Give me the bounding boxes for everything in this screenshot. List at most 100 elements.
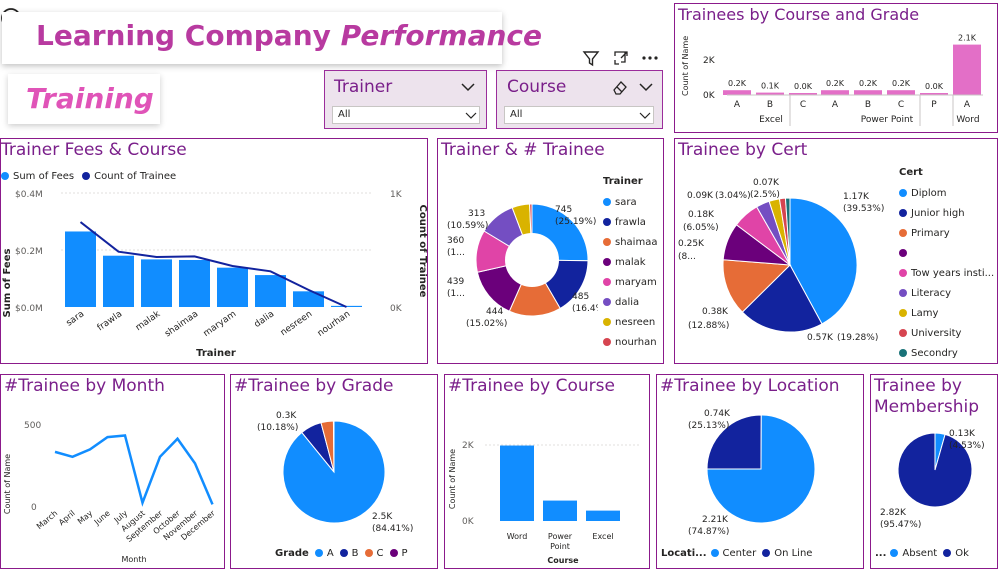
category-label: B [865,100,871,110]
bar-frawla[interactable] [103,255,134,307]
legend-dot [899,249,907,257]
data-label: 1.17K [843,192,870,202]
course-slicer-label: Course [507,77,567,97]
legend-item[interactable]: shaimaa [603,232,657,252]
legend-item[interactable]: C [364,546,384,560]
legend-item[interactable]: On Line [762,546,812,560]
bar-word[interactable] [500,445,534,521]
course-dropdown-value: All [510,109,523,120]
legend-item[interactable]: Lamy [899,303,994,323]
data-label: (16.4%) [572,304,598,314]
legend-item: Count of Trainee [82,169,176,183]
group-label: Excel [759,115,783,125]
pie-slice-p[interactable] [332,420,335,473]
legend-item[interactable]: nourhan [603,332,657,352]
bar[interactable] [789,93,817,95]
bar-nesreen[interactable] [293,291,324,307]
legend-item[interactable]: A [314,546,334,560]
pie-slice-shaimaa[interactable] [508,258,561,317]
category-label: sara [65,309,87,328]
legend-label: Tow years insti... [911,267,995,279]
pie-slice-primary[interactable] [722,259,792,313]
bar[interactable] [854,90,882,95]
legend-item[interactable]: Diplom [899,183,994,203]
course-panel: #Trainee by Course Count of Name 2K 0K W… [444,374,650,569]
legend-item[interactable]: Literacy [899,283,994,303]
bar-dalia[interactable] [255,275,286,307]
legend-item[interactable]: University [899,323,994,343]
legend-item[interactable]: B [339,546,359,560]
course-dropdown[interactable]: All [504,106,654,124]
bar-sara[interactable] [65,231,96,307]
legend-item[interactable]: frawla [603,212,657,232]
fees-legend: Sum of Fees Count of Trainee [1,169,176,183]
y2tick: 1K [390,190,403,200]
data-label: 0.38K [702,307,729,317]
category-label: nesreen [279,309,314,338]
legend-item[interactable]: Absent [890,546,937,560]
category-label: dalia [253,309,277,330]
cert-legend: Cert Diplom Junior high Primary Tow years i… [899,167,994,363]
legend-item[interactable]: nesreen [603,312,657,332]
legend-dot [603,298,611,306]
pie-slice-ok[interactable] [897,432,973,508]
fees-ylabel: Sum of Fees [2,249,13,318]
pie-slice-diplom[interactable] [789,197,858,325]
legend-item[interactable]: Primary [899,223,994,243]
bar[interactable] [887,90,915,95]
bar[interactable] [821,90,849,95]
chevron-down-icon[interactable] [460,81,476,93]
pie-slice-on-line[interactable] [706,414,762,470]
legend-label: sara [615,196,637,208]
bar-power-point[interactable] [543,500,577,521]
data-label: (6.05%) [683,223,719,233]
legend-dot [339,549,348,557]
cert-title: Trainee by Cert [678,140,808,160]
bar-malak[interactable] [141,259,172,307]
focus-mode-icon[interactable] [612,49,630,67]
grade-legend: Grade A B C P [275,546,414,560]
legend-item[interactable]: Tow years insti... [899,263,994,283]
legend-item[interactable]: dalia [603,292,657,312]
bar[interactable] [920,93,948,95]
legend-item[interactable]: Center [710,546,756,560]
legend-label: malak [615,256,646,268]
legend-item[interactable] [899,243,994,263]
filter-icon[interactable] [582,49,600,67]
legend-dot [899,329,907,337]
legend-item[interactable]: sara [603,192,657,212]
data-label: (84.41%) [372,524,413,534]
legend-item[interactable]: P [389,546,408,560]
legend-item[interactable]: Ok [943,546,969,560]
pie-slice-center[interactable] [706,414,816,524]
legend-dot [890,549,899,557]
bar[interactable] [723,90,751,95]
legend-label: Diplom [911,187,947,199]
pie-slice-junior-high[interactable] [741,264,823,333]
data-label: (10.18%) [257,423,298,433]
bar[interactable] [953,44,981,95]
bar[interactable] [756,92,784,95]
month-label: May [76,508,95,526]
location-pie-chart: 0.74K (25.13%) 2.21K (74.87%) [688,409,816,537]
bar-excel[interactable] [586,510,620,521]
bar-shaimaa[interactable] [179,259,210,307]
data-label: 0.07K [753,178,780,188]
more-options-icon[interactable] [640,49,660,67]
legend-item[interactable]: Secondry [899,343,994,363]
trainer-dropdown[interactable]: All [332,106,480,124]
legend-dot [603,278,611,286]
legend-item[interactable]: Junior high [899,203,994,223]
chevron-down-icon[interactable] [638,81,654,93]
dropdown-chevron-icon [639,112,651,119]
legend-dot [603,338,611,346]
pie-slice-secondry[interactable] [784,197,791,266]
trainer-trainee-panel: Trainer & # Trainee 745 (25.19%) 485 (16… [437,138,664,364]
course-ylabel: Count of Name [448,449,457,509]
legend-label: P [401,547,408,559]
eraser-icon[interactable] [611,78,629,96]
legend-item[interactable]: maryam [603,272,657,292]
legend-item[interactable]: malak [603,252,657,272]
bar-maryam[interactable] [217,267,248,307]
legend-title: Locati... [661,547,707,559]
